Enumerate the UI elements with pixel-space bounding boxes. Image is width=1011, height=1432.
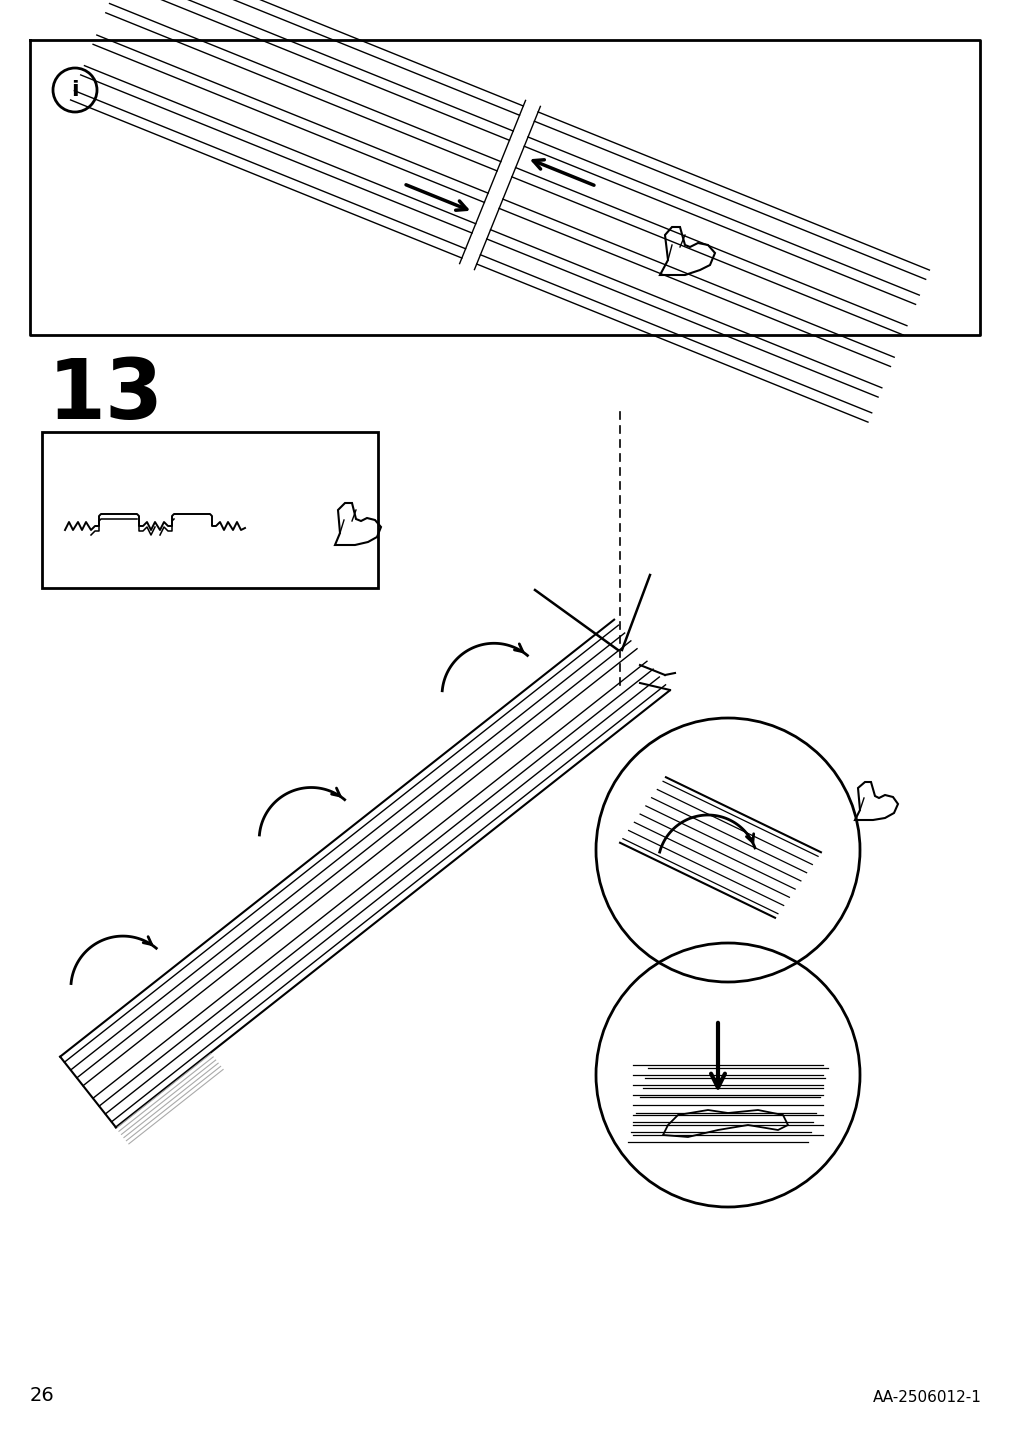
Text: i: i (71, 80, 79, 100)
Text: AA-2506012-1: AA-2506012-1 (872, 1390, 981, 1405)
Text: 13: 13 (48, 355, 164, 435)
Text: 26: 26 (30, 1386, 55, 1405)
